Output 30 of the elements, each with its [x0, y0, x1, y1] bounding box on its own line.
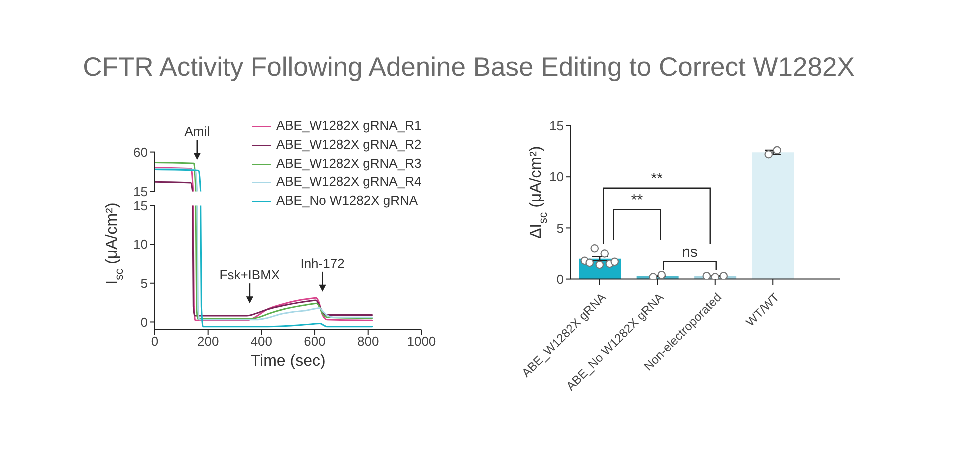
legend-label: ABE_W1282X gRNA_R4: [276, 173, 422, 192]
annotation: Fsk+IBMX: [220, 268, 280, 283]
legend-label: ABE_W1282X gRNA_R2: [276, 136, 422, 154]
x-tick-label: 1000: [407, 334, 436, 350]
x-tick-label: 200: [197, 334, 220, 350]
y-tick-label: 0: [140, 314, 148, 330]
annotation: Inh-172: [300, 256, 345, 271]
y-tick-label: 10: [550, 170, 564, 185]
x-axis-title: Time (sec): [250, 353, 326, 370]
x-tick-label: 400: [250, 334, 273, 350]
x-tick-label: 800: [358, 334, 380, 350]
annotation: ns: [682, 244, 698, 261]
y-tick-label: 0: [556, 272, 564, 287]
legend-label: ABE_No W1282X gRNA: [276, 192, 418, 210]
y-tick-label: 60: [134, 144, 148, 160]
annotation: Amil: [184, 124, 210, 140]
legend-label: ABE_W1282X gRNA_R3: [276, 154, 422, 173]
x-tick-label: 600: [304, 334, 326, 350]
y-tick-label: 5: [140, 276, 148, 292]
annotation: **: [651, 170, 664, 188]
y-tick-label: 10: [134, 237, 148, 252]
bar: [752, 152, 794, 280]
y-tick-label: 5: [556, 220, 564, 236]
annotation: **: [631, 192, 644, 209]
chart-title: CFTR Activity Following Adenine Base Editing to Correct W1282X: [82, 51, 856, 83]
x-tick-label: 0: [151, 334, 159, 350]
legend-label: ABE_W1282X gRNA_R1: [276, 117, 422, 136]
y-tick-label: 15: [134, 184, 148, 200]
y-tick-label: 15: [550, 118, 564, 134]
y-tick-label: 15: [134, 198, 148, 214]
